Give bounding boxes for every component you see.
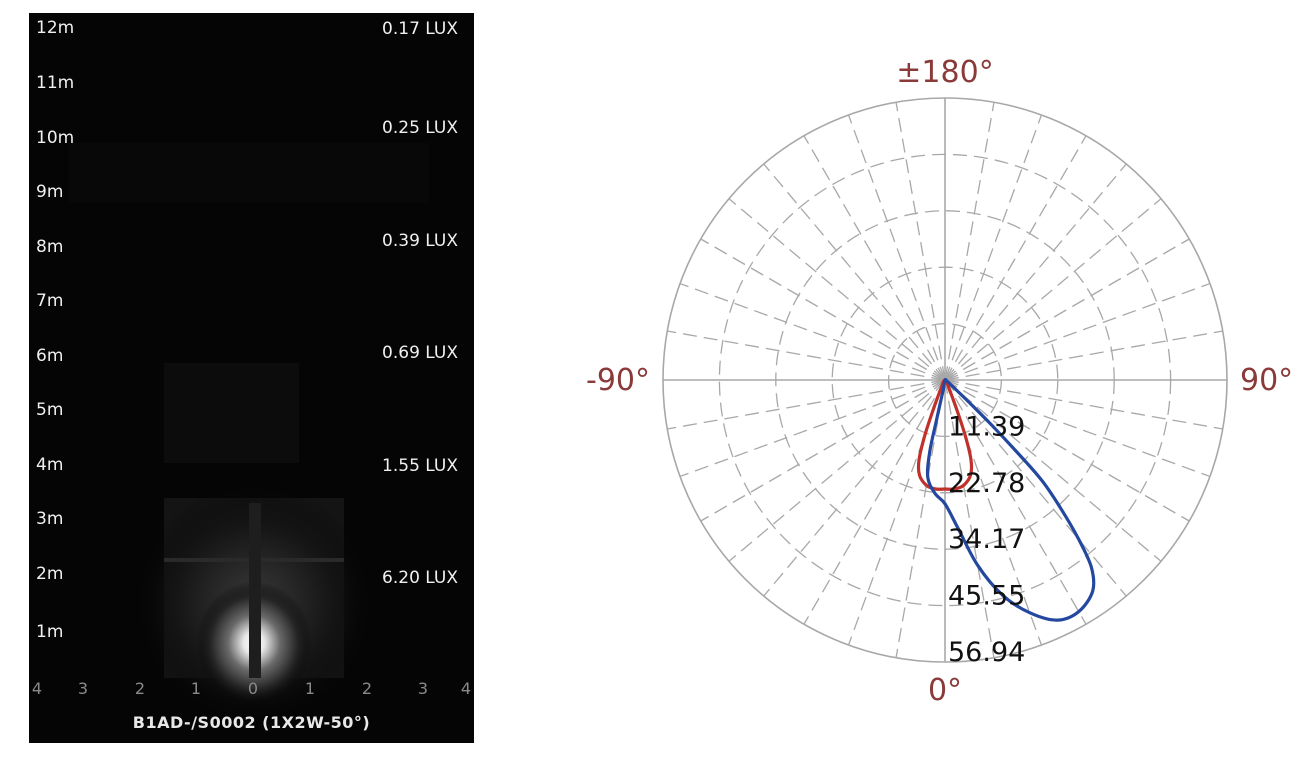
distance-label: 1m [36, 622, 64, 642]
x-tick-label: 3 [77, 679, 89, 698]
grid-spoke [763, 379, 946, 597]
x-tick-label: 2 [361, 679, 373, 698]
grid-spoke [944, 379, 1162, 562]
grid-spoke [667, 379, 946, 430]
distance-label: 4m [36, 455, 64, 475]
grid-spoke [679, 282, 946, 381]
grid-spoke [944, 282, 1211, 381]
grid-spoke [895, 379, 946, 658]
lux-label: 0.69 LUX [382, 343, 458, 363]
grid-spoke [944, 102, 995, 381]
x-tick-label: 2 [134, 679, 146, 698]
grid-spoke [944, 379, 1223, 430]
grid-spoke [763, 163, 946, 381]
ring-value-label: 34.17 [948, 524, 1025, 555]
grid-spoke [803, 135, 946, 381]
lux-label: 0.25 LUX [382, 118, 458, 138]
distance-label: 3m [36, 509, 64, 529]
distance-label: 5m [36, 400, 64, 420]
ring-value-label: 45.55 [948, 581, 1025, 612]
x-tick-label: 1 [304, 679, 316, 698]
x-tick-label: 4 [460, 679, 472, 698]
grid-spoke [944, 198, 1162, 381]
grid-spoke [895, 102, 946, 381]
x-tick-label: 0 [247, 679, 259, 698]
lux-label: 0.17 LUX [382, 19, 458, 39]
grid-spoke [728, 379, 946, 562]
grid-spoke [944, 379, 995, 658]
ring-value-label: 11.39 [948, 411, 1025, 442]
angle-label-right: 90° [1240, 363, 1293, 398]
lux-label: 1.55 LUX [382, 456, 458, 476]
grid-spoke [944, 379, 1211, 478]
distance-label: 11m [36, 73, 75, 93]
distance-label: 6m [36, 346, 64, 366]
ring-value-label: 22.78 [948, 468, 1025, 499]
fixture-caption: B1AD-/S0002 (1X2W-50°) [132, 713, 371, 732]
grid-spoke [944, 379, 1127, 597]
grid-spoke [700, 379, 946, 522]
lux-label: 0.39 LUX [382, 231, 458, 251]
grid-spoke [803, 379, 946, 625]
ring-labels: 11.39 22.78 34.17 45.55 56.94 [948, 411, 1025, 668]
grid-spoke [847, 114, 946, 381]
grid-spoke [944, 114, 1043, 381]
grid-spoke [944, 135, 1087, 381]
x-tick-label: 1 [190, 679, 202, 698]
grid-spoke [700, 238, 946, 381]
grid-spoke [944, 379, 1190, 522]
grid-spoke [728, 198, 946, 381]
illuminance-glow-map [69, 143, 429, 723]
angle-label-top: ±180° [896, 55, 993, 90]
distance-label: 9m [36, 182, 64, 202]
x-tick-label: 4 [31, 679, 43, 698]
distance-label: 7m [36, 291, 64, 311]
lux-label: 6.20 LUX [382, 568, 458, 588]
distance-label: 2m [36, 564, 64, 584]
distance-label: 8m [36, 237, 64, 257]
polar-candela-chart: 11.39 22.78 34.17 45.55 56.94 ±180° -90° 90°… [586, 55, 1293, 708]
x-tick-label: 3 [417, 679, 429, 698]
grid-spoke [679, 379, 946, 478]
series-curve-1 [925, 377, 1096, 622]
distance-label: 10m [36, 128, 75, 148]
grid-spoke [944, 330, 1223, 381]
grid-spoke [944, 238, 1190, 381]
grid-spoke [944, 163, 1127, 381]
polar-curves [916, 377, 1096, 622]
polar-grid [662, 97, 1228, 663]
distance-label: 12m [36, 18, 75, 38]
grid-spoke [944, 379, 1087, 625]
illuminance-panel: 12m 11m 10m 9m 8m 7m 6m 5m 4m 3m 2m 1m 0… [29, 13, 474, 743]
angle-label-left: -90° [586, 363, 650, 398]
grid-spoke [667, 330, 946, 381]
angle-label-bottom: 0° [928, 673, 962, 708]
ring-value-label: 56.94 [948, 637, 1025, 668]
